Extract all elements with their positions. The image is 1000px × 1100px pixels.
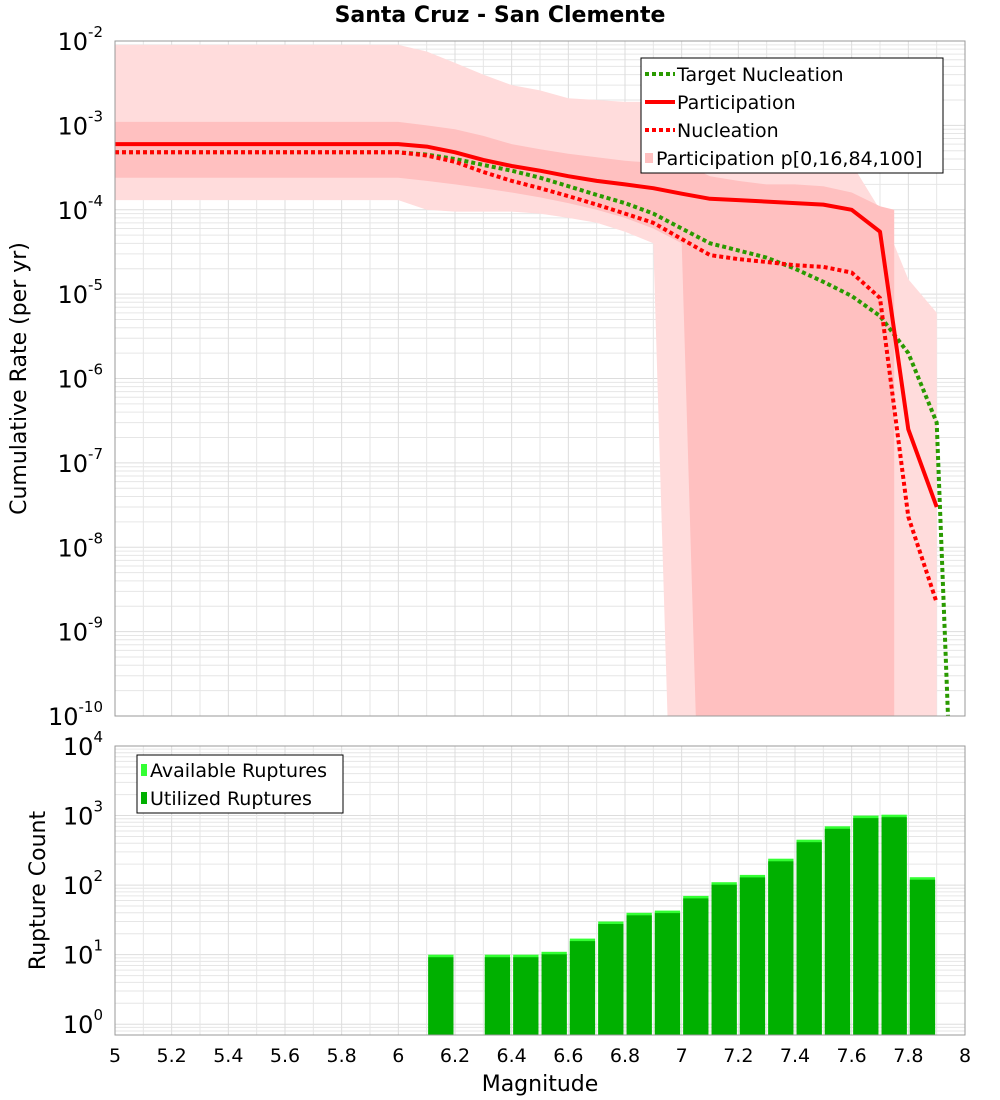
utilized-bar bbox=[598, 924, 624, 1035]
count-x-tick-label: 6.2 bbox=[440, 1045, 470, 1067]
legend-swatch bbox=[141, 792, 147, 804]
count-x-tick-label: 5.8 bbox=[327, 1045, 357, 1067]
rate-y-label: Cumulative Rate (per yr) bbox=[7, 242, 32, 515]
count-bars bbox=[428, 814, 936, 1035]
utilized-bar bbox=[541, 954, 567, 1035]
rate-y-tick-label: 10-7 bbox=[57, 445, 103, 478]
rate-y-tick-label: 10-3 bbox=[57, 107, 103, 140]
count-x-tick-label: 5.4 bbox=[213, 1045, 243, 1067]
count-x-tick-label: 6.4 bbox=[497, 1045, 527, 1067]
rate-panel: 10-10 10-9 10-8 10-7 10-6 10-5 10-4 10-3 10-2 Cu… bbox=[7, 23, 966, 731]
rate-y-tick-label: 10-6 bbox=[57, 361, 103, 394]
rate-y-tick-label: 10-5 bbox=[57, 276, 103, 309]
count-x-label: Magnitude bbox=[482, 1072, 599, 1097]
count-x-tick-label: 7.6 bbox=[837, 1045, 867, 1067]
utilized-bar bbox=[796, 842, 822, 1035]
series-line-participation bbox=[115, 142, 939, 508]
count-legend: Available Ruptures Utilized Ruptures bbox=[136, 754, 344, 814]
rate-plot-frame bbox=[114, 40, 966, 717]
count-x-tick-label: 5.2 bbox=[157, 1045, 187, 1067]
utilized-bar bbox=[428, 957, 454, 1035]
series-line-target-nucleation bbox=[115, 150, 950, 717]
utilized-bar bbox=[569, 941, 596, 1035]
count-y-tick-label: 100 bbox=[63, 1006, 103, 1039]
count-y-label: Rupture Count bbox=[26, 811, 51, 971]
utilized-bar bbox=[768, 861, 794, 1035]
utilized-bar bbox=[881, 817, 907, 1035]
legend-swatch bbox=[645, 153, 653, 163]
rate-y-tick-label: 10-2 bbox=[57, 23, 103, 56]
count-x-tick-label: 7.4 bbox=[780, 1045, 810, 1067]
count-x-ticks: 5 5.2 5.4 5.6 5.8 6 6.2 6.4 6.6 6.8 7 7.2 7.4 7.6 7.8 8 bbox=[109, 1045, 971, 1067]
count-x-tick-label: 5.6 bbox=[270, 1045, 300, 1067]
utilized-bar bbox=[626, 915, 652, 1035]
chart-title: Santa Cruz - San Clemente bbox=[335, 3, 666, 28]
count-y-tick-label: 101 bbox=[63, 937, 103, 970]
utilized-bar bbox=[711, 884, 737, 1035]
legend-swatch bbox=[141, 764, 147, 776]
rate-bands bbox=[115, 44, 937, 716]
count-y-tick-label: 102 bbox=[63, 867, 103, 900]
rate-y-tick-label: 10-9 bbox=[57, 614, 103, 647]
legend-label: Participation p[0,16,84,100] bbox=[656, 148, 922, 170]
utilized-bar bbox=[484, 957, 511, 1035]
count-y-tick-label: 103 bbox=[63, 798, 103, 831]
count-x-tick-label: 7.2 bbox=[723, 1045, 753, 1067]
count-x-tick-label: 7.8 bbox=[893, 1045, 923, 1067]
count-grid bbox=[114, 746, 966, 1036]
count-plot-frame bbox=[114, 745, 966, 1036]
rate-y-tick-label: 10-10 bbox=[48, 698, 103, 731]
count-legend-box bbox=[136, 754, 344, 814]
utilized-bar bbox=[654, 913, 681, 1035]
rate-legend: Target Nucleation Participation Nucleation… bbox=[640, 57, 944, 174]
legend-label: Utilized Ruptures bbox=[150, 788, 312, 810]
count-x-tick-label: 6.8 bbox=[610, 1045, 640, 1067]
band-p16-p84 bbox=[115, 121, 895, 716]
utilized-bar bbox=[683, 898, 709, 1035]
utilized-bar bbox=[513, 957, 539, 1035]
series-line-nucleation bbox=[115, 150, 939, 604]
legend-label: Target Nucleation bbox=[676, 64, 844, 86]
count-x-tick-label: 5 bbox=[109, 1045, 121, 1067]
utilized-bar bbox=[739, 877, 766, 1035]
count-x-tick-label: 6 bbox=[392, 1045, 404, 1067]
rate-y-ticks: 10-10 10-9 10-8 10-7 10-6 10-5 10-4 10-3 10-2 bbox=[48, 23, 103, 731]
utilized-bar bbox=[824, 828, 851, 1035]
legend-label: Available Ruptures bbox=[150, 760, 327, 782]
utilized-bar bbox=[853, 818, 879, 1035]
rate-y-tick-label: 10-8 bbox=[57, 529, 103, 562]
count-x-tick-label: 6.6 bbox=[553, 1045, 583, 1067]
rate-y-tick-label: 10-4 bbox=[57, 192, 103, 225]
count-x-tick-label: 7 bbox=[676, 1045, 688, 1067]
utilized-bar bbox=[909, 879, 936, 1035]
count-x-tick-label: 8 bbox=[959, 1045, 971, 1067]
rate-legend-box bbox=[640, 57, 944, 174]
legend-label: Nucleation bbox=[677, 120, 779, 142]
count-panel: 100 101 102 103 104 5 5.2 5.4 5.6 5.8 6 6.2 6.4 6.6 6… bbox=[26, 728, 971, 1097]
count-y-tick-label: 104 bbox=[63, 728, 103, 761]
count-y-ticks: 100 101 102 103 104 bbox=[63, 728, 103, 1039]
legend-label: Participation bbox=[677, 92, 796, 114]
rate-lines bbox=[115, 142, 950, 717]
